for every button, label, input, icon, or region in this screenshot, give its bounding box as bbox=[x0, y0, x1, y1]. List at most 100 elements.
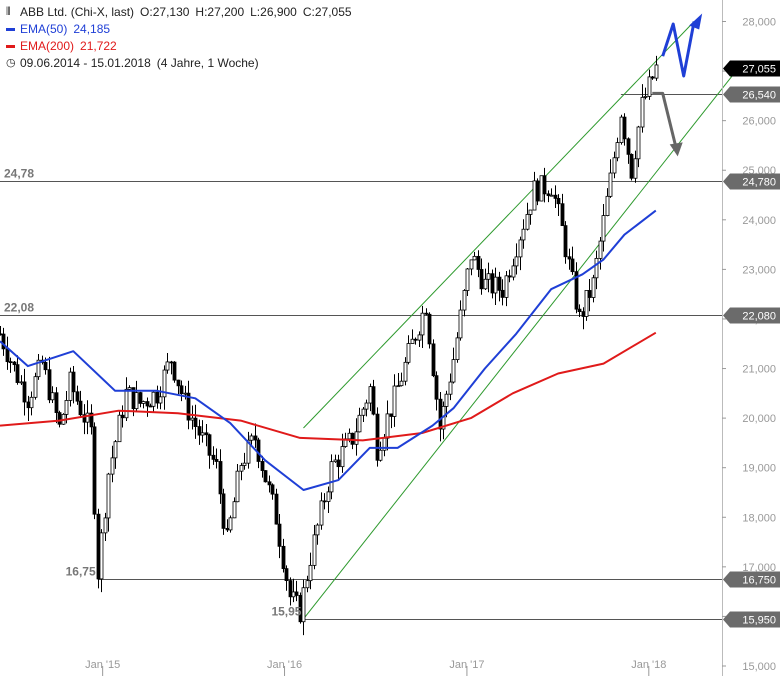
candle-body bbox=[507, 275, 512, 278]
candle-body bbox=[556, 197, 561, 205]
candle-body bbox=[57, 412, 62, 425]
candle-body bbox=[145, 401, 150, 407]
level-price-box bbox=[723, 307, 780, 324]
candle-body bbox=[274, 493, 279, 525]
candle-body bbox=[497, 276, 502, 291]
candle-body bbox=[68, 371, 73, 401]
candle-body bbox=[165, 361, 170, 371]
candle-body bbox=[636, 126, 641, 160]
candle-body bbox=[308, 564, 313, 582]
candle-body bbox=[333, 459, 338, 463]
candle-body bbox=[197, 426, 202, 436]
candle-body bbox=[5, 348, 10, 363]
candle-body bbox=[71, 371, 76, 393]
candle-body bbox=[148, 405, 153, 408]
candle-body bbox=[500, 289, 505, 298]
candle-body bbox=[326, 491, 331, 502]
level-price-box bbox=[723, 571, 780, 588]
candle-body bbox=[375, 413, 380, 461]
level-price-label: 26,540 bbox=[742, 90, 776, 102]
ohlc-high-label: H: bbox=[195, 5, 208, 19]
candle-body bbox=[162, 369, 167, 398]
x-tick-label: Jan '17 bbox=[449, 659, 484, 671]
candle-body bbox=[169, 361, 174, 364]
candle-body bbox=[235, 470, 240, 503]
candle-body bbox=[29, 396, 34, 409]
candlestick-icon: ⫴ bbox=[6, 6, 11, 18]
candle-body bbox=[340, 446, 345, 468]
candle-body bbox=[424, 312, 429, 315]
ema50-swatch bbox=[6, 28, 15, 31]
horizontal-levels bbox=[0, 94, 722, 620]
ohlc-low-label: L: bbox=[250, 5, 261, 19]
candle-body bbox=[85, 412, 90, 423]
candle-body bbox=[242, 462, 247, 466]
candles bbox=[0, 55, 659, 636]
candle-body bbox=[19, 381, 24, 384]
ohlc-open-label: O: bbox=[140, 5, 153, 19]
candle-body bbox=[176, 379, 181, 387]
candle-body bbox=[127, 387, 132, 390]
ema50-layer bbox=[0, 209, 657, 491]
candle-body bbox=[22, 381, 27, 403]
candle-body bbox=[249, 435, 254, 441]
candle-body bbox=[490, 273, 495, 294]
candle-body bbox=[33, 376, 38, 398]
level-left-label: 22,08 bbox=[4, 301, 34, 315]
candle-body bbox=[549, 194, 554, 197]
interval: (4 Jahre, 1 Woche) bbox=[156, 56, 259, 70]
candle-body bbox=[567, 256, 572, 260]
candle-body bbox=[319, 500, 324, 526]
candle-body bbox=[574, 271, 579, 310]
ohlc-close: 27,055 bbox=[314, 5, 352, 19]
candle-body bbox=[110, 457, 115, 475]
scenario-up-arrowhead bbox=[689, 13, 703, 30]
legend-range-row: ◷ 09.06.2014 - 15.01.2018 (4 Jahre, 1 Wo… bbox=[6, 55, 352, 72]
level-price-label: 16,750 bbox=[742, 575, 776, 587]
candle-body bbox=[605, 195, 610, 216]
candle-body bbox=[288, 580, 293, 598]
candle-body bbox=[615, 142, 620, 159]
candle-body bbox=[553, 194, 558, 199]
candle-body bbox=[103, 517, 108, 534]
candle-body bbox=[406, 343, 411, 363]
candle-body bbox=[438, 398, 443, 430]
candle-body bbox=[434, 375, 439, 400]
ema200-value: 21,722 bbox=[80, 39, 117, 53]
level-price-label: 22,080 bbox=[742, 311, 776, 323]
candle-body bbox=[312, 534, 317, 566]
candle-body bbox=[448, 381, 453, 395]
candle-body bbox=[350, 432, 355, 445]
ema50-label: EMA(50) bbox=[20, 22, 68, 36]
candle-body bbox=[124, 388, 129, 419]
trend-channel bbox=[303, 21, 737, 620]
candle-body bbox=[8, 361, 13, 364]
candle-body bbox=[284, 568, 289, 582]
candle-body bbox=[291, 591, 296, 598]
candle-body bbox=[26, 401, 31, 409]
candle-body bbox=[584, 290, 589, 317]
x-tick-label: Jan '18 bbox=[631, 659, 666, 671]
candle-body bbox=[462, 290, 467, 311]
x-axis: Jan '15 Jan '16 Jan '17 Jan '18 bbox=[85, 659, 666, 676]
candle-body bbox=[89, 412, 94, 428]
level-labels: 26,54024,7824,78022,0822,08016,7516,7501… bbox=[4, 60, 780, 628]
candle-body bbox=[117, 414, 122, 443]
level-left-label: 16,75 bbox=[66, 565, 96, 579]
candle-body bbox=[183, 392, 188, 395]
candle-body bbox=[472, 255, 477, 261]
candle-body bbox=[155, 391, 160, 404]
candle-body bbox=[221, 493, 226, 529]
candle-body bbox=[410, 338, 415, 344]
candle-body bbox=[601, 215, 606, 242]
candle-body bbox=[305, 580, 310, 589]
candle-body bbox=[591, 277, 596, 298]
candle-body bbox=[232, 501, 237, 519]
candle-body bbox=[354, 431, 359, 445]
candle-body bbox=[486, 273, 491, 280]
candle-body bbox=[270, 484, 275, 495]
candle-body bbox=[444, 393, 449, 407]
chart-legend: ⫴ ABB Ltd. (Chi-X, last) O: 27,130 H: 27… bbox=[6, 4, 352, 72]
candle-body bbox=[560, 203, 565, 227]
y-tick-label: 17,000 bbox=[742, 562, 776, 574]
